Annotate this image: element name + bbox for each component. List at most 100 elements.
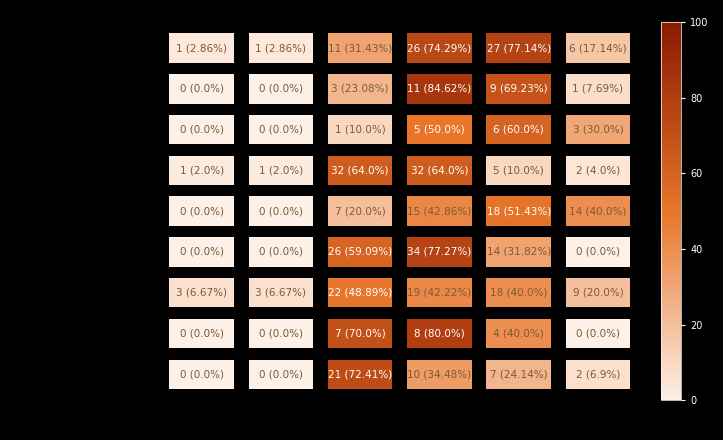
FancyBboxPatch shape: [328, 278, 393, 308]
Text: 27 (77.14%): 27 (77.14%): [487, 43, 551, 53]
FancyBboxPatch shape: [565, 115, 630, 144]
FancyBboxPatch shape: [249, 33, 313, 63]
Text: 34 (77.27%): 34 (77.27%): [407, 247, 471, 257]
Text: 3 (23.08%): 3 (23.08%): [331, 84, 389, 94]
FancyBboxPatch shape: [169, 197, 234, 226]
FancyBboxPatch shape: [407, 237, 471, 267]
Text: 0 (0.0%): 0 (0.0%): [576, 329, 620, 338]
Text: 1 (7.69%): 1 (7.69%): [573, 84, 623, 94]
Text: 0 (0.0%): 0 (0.0%): [259, 329, 303, 338]
FancyBboxPatch shape: [328, 237, 393, 267]
FancyBboxPatch shape: [565, 156, 630, 185]
Text: 1 (2.86%): 1 (2.86%): [255, 43, 307, 53]
Text: 0 (0.0%): 0 (0.0%): [180, 247, 223, 257]
Text: 9 (69.23%): 9 (69.23%): [490, 84, 547, 94]
Text: 0 (0.0%): 0 (0.0%): [259, 206, 303, 216]
Text: 26 (74.29%): 26 (74.29%): [407, 43, 471, 53]
Text: 11 (84.62%): 11 (84.62%): [407, 84, 471, 94]
FancyBboxPatch shape: [328, 359, 393, 389]
Text: 0 (0.0%): 0 (0.0%): [180, 329, 223, 338]
FancyBboxPatch shape: [407, 319, 471, 348]
FancyBboxPatch shape: [407, 197, 471, 226]
FancyBboxPatch shape: [407, 74, 471, 103]
FancyBboxPatch shape: [407, 33, 471, 63]
Text: 0 (0.0%): 0 (0.0%): [576, 247, 620, 257]
Text: 8 (80.0%): 8 (80.0%): [414, 329, 465, 338]
FancyBboxPatch shape: [169, 278, 234, 308]
Text: 15 (42.86%): 15 (42.86%): [407, 206, 471, 216]
FancyBboxPatch shape: [169, 359, 234, 389]
Text: 1 (2.86%): 1 (2.86%): [176, 43, 227, 53]
FancyBboxPatch shape: [328, 319, 393, 348]
Text: 0 (0.0%): 0 (0.0%): [259, 84, 303, 94]
FancyBboxPatch shape: [249, 278, 313, 308]
Text: 26 (59.09%): 26 (59.09%): [328, 247, 393, 257]
Text: 21 (72.41%): 21 (72.41%): [328, 369, 393, 379]
FancyBboxPatch shape: [487, 115, 551, 144]
FancyBboxPatch shape: [487, 33, 551, 63]
Text: 3 (6.67%): 3 (6.67%): [176, 288, 227, 298]
Text: 0 (0.0%): 0 (0.0%): [180, 369, 223, 379]
Text: 10 (34.48%): 10 (34.48%): [407, 369, 471, 379]
FancyBboxPatch shape: [407, 156, 471, 185]
FancyBboxPatch shape: [328, 74, 393, 103]
Text: 7 (24.14%): 7 (24.14%): [490, 369, 547, 379]
Text: 0 (0.0%): 0 (0.0%): [180, 125, 223, 135]
Text: 0 (0.0%): 0 (0.0%): [259, 369, 303, 379]
FancyBboxPatch shape: [169, 33, 234, 63]
Text: 5 (10.0%): 5 (10.0%): [493, 165, 544, 176]
FancyBboxPatch shape: [328, 33, 393, 63]
FancyBboxPatch shape: [169, 237, 234, 267]
FancyBboxPatch shape: [407, 359, 471, 389]
FancyBboxPatch shape: [249, 115, 313, 144]
FancyBboxPatch shape: [487, 278, 551, 308]
Text: 5 (50.0%): 5 (50.0%): [414, 125, 465, 135]
Text: 19 (42.22%): 19 (42.22%): [407, 288, 471, 298]
FancyBboxPatch shape: [487, 237, 551, 267]
Text: 3 (30.0%): 3 (30.0%): [573, 125, 623, 135]
FancyBboxPatch shape: [487, 74, 551, 103]
FancyBboxPatch shape: [407, 115, 471, 144]
FancyBboxPatch shape: [565, 319, 630, 348]
Text: 7 (70.0%): 7 (70.0%): [335, 329, 385, 338]
Text: 14 (31.82%): 14 (31.82%): [487, 247, 551, 257]
Text: 4 (40.0%): 4 (40.0%): [493, 329, 544, 338]
FancyBboxPatch shape: [169, 156, 234, 185]
Text: 0 (0.0%): 0 (0.0%): [180, 206, 223, 216]
Text: 3 (6.67%): 3 (6.67%): [255, 288, 307, 298]
Text: 18 (51.43%): 18 (51.43%): [487, 206, 551, 216]
Text: 0 (0.0%): 0 (0.0%): [259, 247, 303, 257]
FancyBboxPatch shape: [169, 115, 234, 144]
Text: 9 (20.0%): 9 (20.0%): [573, 288, 623, 298]
FancyBboxPatch shape: [328, 197, 393, 226]
Text: 18 (40.0%): 18 (40.0%): [490, 288, 547, 298]
FancyBboxPatch shape: [249, 74, 313, 103]
FancyBboxPatch shape: [249, 359, 313, 389]
FancyBboxPatch shape: [407, 278, 471, 308]
Text: 32 (64.0%): 32 (64.0%): [411, 165, 469, 176]
Text: 2 (6.9%): 2 (6.9%): [576, 369, 620, 379]
Text: 7 (20.0%): 7 (20.0%): [335, 206, 385, 216]
FancyBboxPatch shape: [169, 74, 234, 103]
Text: 14 (40.0%): 14 (40.0%): [569, 206, 627, 216]
FancyBboxPatch shape: [487, 359, 551, 389]
Text: 32 (64.0%): 32 (64.0%): [331, 165, 389, 176]
FancyBboxPatch shape: [249, 237, 313, 267]
FancyBboxPatch shape: [487, 197, 551, 226]
FancyBboxPatch shape: [565, 33, 630, 63]
FancyBboxPatch shape: [249, 156, 313, 185]
Text: 1 (2.0%): 1 (2.0%): [259, 165, 303, 176]
FancyBboxPatch shape: [328, 115, 393, 144]
FancyBboxPatch shape: [565, 74, 630, 103]
Text: 1 (2.0%): 1 (2.0%): [179, 165, 224, 176]
FancyBboxPatch shape: [565, 278, 630, 308]
FancyBboxPatch shape: [249, 197, 313, 226]
Text: 2 (4.0%): 2 (4.0%): [576, 165, 620, 176]
Text: 6 (60.0%): 6 (60.0%): [493, 125, 544, 135]
FancyBboxPatch shape: [565, 237, 630, 267]
Text: 11 (31.43%): 11 (31.43%): [328, 43, 393, 53]
Text: 0 (0.0%): 0 (0.0%): [180, 84, 223, 94]
FancyBboxPatch shape: [565, 359, 630, 389]
FancyBboxPatch shape: [487, 156, 551, 185]
Text: 0 (0.0%): 0 (0.0%): [259, 125, 303, 135]
